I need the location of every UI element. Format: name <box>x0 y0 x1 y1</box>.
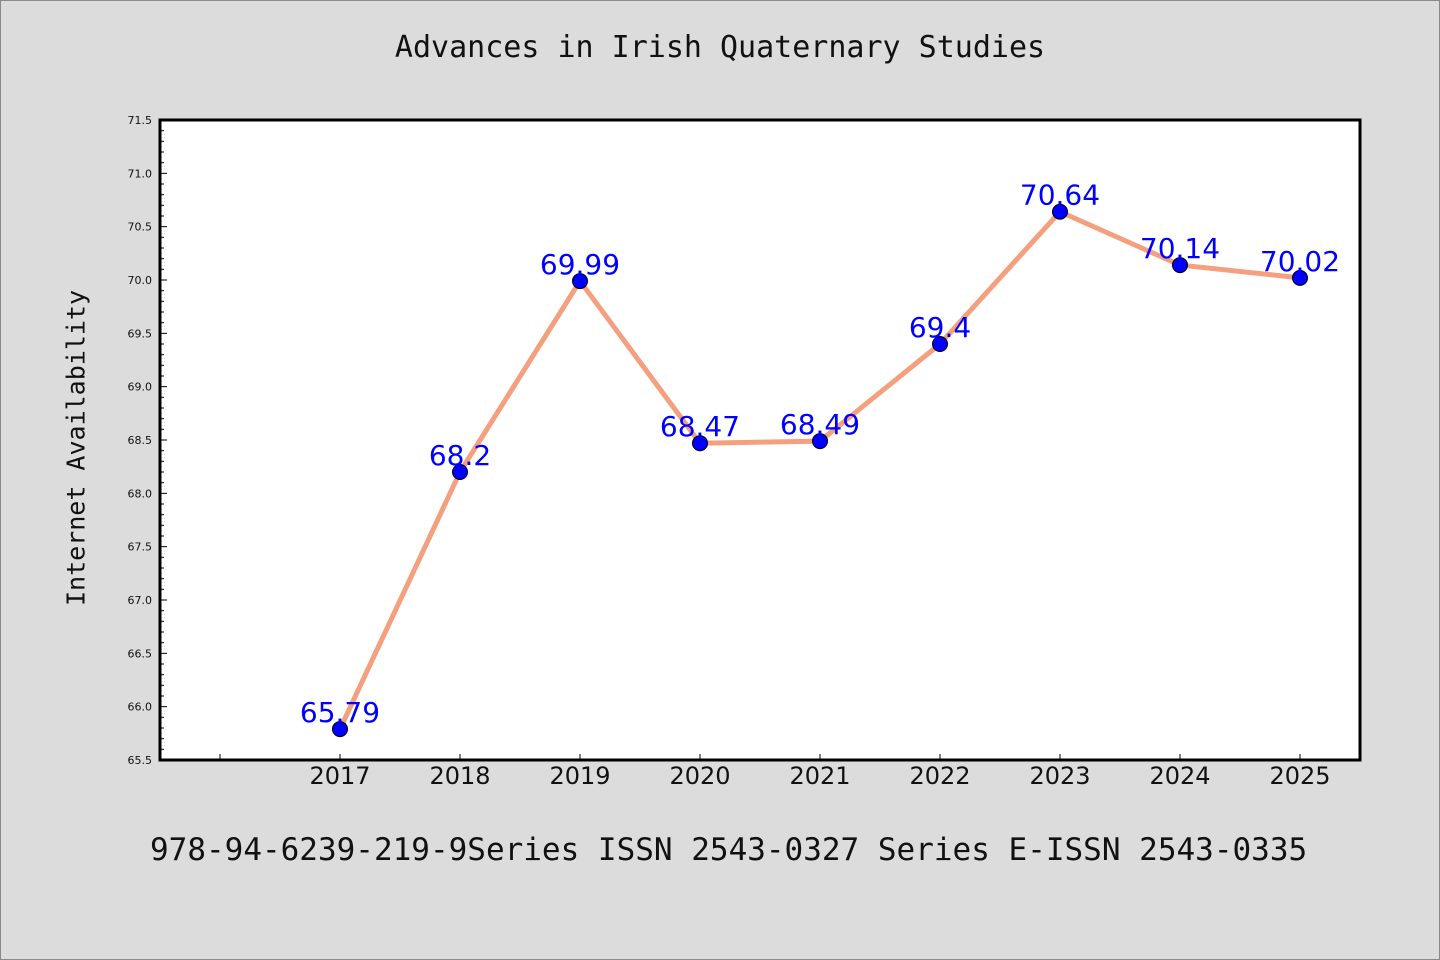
data-label: 69.99 <box>540 248 620 281</box>
data-point-marker <box>1052 203 1068 220</box>
data-label: 70.02 <box>1260 245 1340 278</box>
y-tick-label: 71.0 <box>128 167 153 180</box>
x-tick-label: 2020 <box>669 762 730 790</box>
data-label: 68.2 <box>429 439 491 472</box>
data-label: 65.79 <box>300 696 380 729</box>
data-point-marker <box>692 435 708 452</box>
y-tick-label: 67.0 <box>128 594 153 607</box>
footer-isbn-issn: 978-94-6239-219-9Series ISSN 2543-0327 S… <box>150 832 1308 868</box>
x-tick-label: 2023 <box>1029 762 1090 790</box>
data-label: 70.14 <box>1140 232 1220 265</box>
data-point-marker <box>572 273 588 290</box>
y-tick-label: 70.5 <box>128 221 153 234</box>
data-label: 69.4 <box>909 311 971 344</box>
y-tick-label: 66.5 <box>128 647 153 660</box>
x-tick-label: 2022 <box>909 762 970 790</box>
y-tick-label: 69.5 <box>128 327 153 340</box>
y-tick-label: 71.5 <box>128 114 153 127</box>
y-tick-label: 70.0 <box>128 274 153 287</box>
data-point-marker <box>812 433 828 450</box>
x-tick-label: 2017 <box>309 762 370 790</box>
data-label: 68.49 <box>780 408 860 441</box>
x-tick-label: 2018 <box>429 762 490 790</box>
y-tick-label: 69.0 <box>128 381 153 394</box>
data-point-marker <box>932 336 948 352</box>
y-tick-label: 68.0 <box>128 487 153 500</box>
y-tick-label: 65.5 <box>128 754 153 767</box>
x-tick-label: 2025 <box>1269 762 1330 790</box>
data-point-marker <box>332 721 348 738</box>
data-point-marker <box>452 464 468 480</box>
data-point-marker <box>1292 269 1308 286</box>
data-label: 68.47 <box>660 410 740 443</box>
x-tick-label: 2019 <box>549 762 610 790</box>
data-point-marker <box>1172 257 1188 274</box>
data-label: 70.64 <box>1020 179 1100 212</box>
y-tick-label: 68.5 <box>128 434 153 447</box>
y-tick-label: 66.0 <box>128 701 153 714</box>
x-tick-label: 2021 <box>789 762 850 790</box>
chart-title: Advances in Irish Quaternary Studies <box>394 30 1046 65</box>
x-tick-label: 2024 <box>1149 762 1210 790</box>
y-tick-label: 67.5 <box>128 541 153 554</box>
